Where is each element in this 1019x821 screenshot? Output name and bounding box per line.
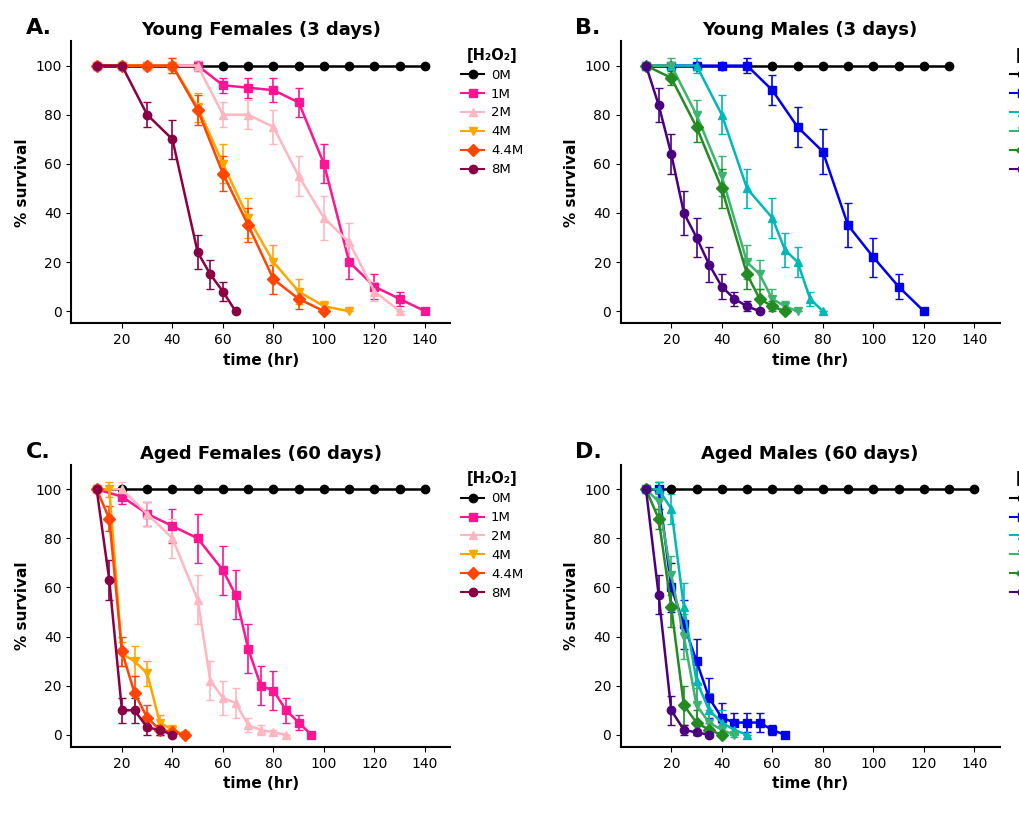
Legend: 0M, 1M, 2M, 4M, 4.4M, 8M: 0M, 1M, 2M, 4M, 4.4M, 8M <box>1009 471 1019 600</box>
Legend: 0M, 1M, 2M, 4M, 4.4M, 8M: 0M, 1M, 2M, 4M, 4.4M, 8M <box>461 471 523 600</box>
Y-axis label: % survival: % survival <box>14 562 30 650</box>
Legend: 0M, 1M, 2M, 4M, 4.4M, 8M: 0M, 1M, 2M, 4M, 4.4M, 8M <box>1009 48 1019 177</box>
X-axis label: time (hr): time (hr) <box>222 777 299 791</box>
Y-axis label: % survival: % survival <box>564 138 579 227</box>
Text: D.: D. <box>575 442 601 462</box>
Y-axis label: % survival: % survival <box>564 562 579 650</box>
Legend: 0M, 1M, 2M, 4M, 4.4M, 8M: 0M, 1M, 2M, 4M, 4.4M, 8M <box>461 48 523 177</box>
Text: A.: A. <box>25 18 52 39</box>
Title: Young Males (3 days): Young Males (3 days) <box>702 21 917 39</box>
X-axis label: time (hr): time (hr) <box>771 777 848 791</box>
X-axis label: time (hr): time (hr) <box>222 353 299 368</box>
Title: Aged Males (60 days): Aged Males (60 days) <box>701 445 918 463</box>
X-axis label: time (hr): time (hr) <box>771 353 848 368</box>
Text: C.: C. <box>25 442 51 462</box>
Title: Aged Females (60 days): Aged Females (60 days) <box>140 445 381 463</box>
Title: Young Females (3 days): Young Females (3 days) <box>141 21 380 39</box>
Y-axis label: % survival: % survival <box>14 138 30 227</box>
Text: B.: B. <box>575 18 600 39</box>
